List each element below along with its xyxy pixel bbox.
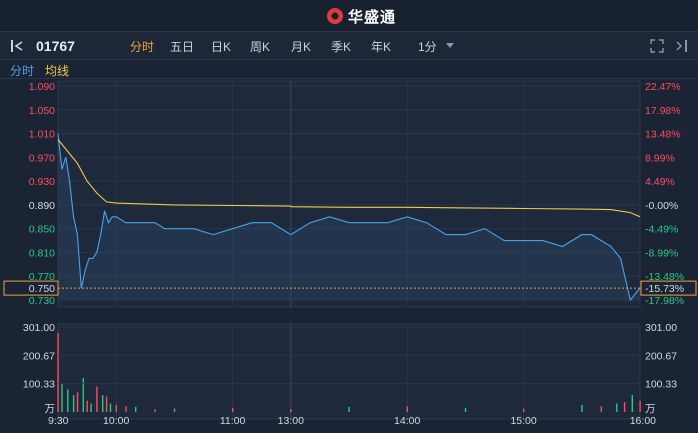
volume-bar	[125, 406, 127, 412]
percent-tick-label: -4.49%	[645, 224, 678, 236]
volume-bar	[581, 404, 583, 412]
collapse-sidebar-icon[interactable]	[10, 39, 26, 53]
tab-intraday[interactable]: 分时	[130, 40, 155, 54]
price-tick-label: 1.010	[29, 129, 55, 141]
time-axis-label: 10:00	[103, 415, 129, 427]
price-area	[58, 133, 640, 300]
price-tick-label: 1.090	[29, 81, 55, 93]
volume-bar	[57, 332, 59, 412]
volume-tick-label: 200.67	[23, 350, 55, 362]
price-tick-label: 0.750	[29, 283, 55, 295]
volume-bar	[639, 400, 641, 412]
legend-bar: 分时 均线	[0, 60, 698, 79]
stock-code: 01767	[36, 38, 75, 54]
volume-bar	[115, 404, 117, 412]
expand-icon[interactable]	[650, 39, 664, 53]
time-axis-label: 15:00	[510, 415, 536, 427]
percent-tick-label: -8.99%	[645, 247, 678, 259]
volume-bar	[96, 386, 98, 412]
volume-bar	[406, 406, 408, 412]
volume-tick-label: 301.00	[23, 322, 55, 334]
tab-monthly-k[interactable]: 月K	[291, 40, 312, 54]
collapse-panel-icon[interactable]	[674, 39, 688, 53]
time-axis-label: 13:00	[278, 415, 304, 427]
tab-minute-select[interactable]: 1分	[418, 40, 437, 54]
volume-tick-label-right: 万	[645, 403, 656, 415]
price-tick-label: 0.810	[29, 247, 55, 259]
brand-logo-icon	[327, 8, 343, 24]
volume-bar	[82, 378, 84, 412]
price-tick-label: 0.850	[29, 224, 55, 236]
volume-bar	[90, 403, 92, 412]
price-line	[57, 133, 641, 302]
time-axis-label: 16:00	[630, 415, 656, 427]
percent-tick-label: -13.48%	[645, 271, 684, 283]
time-axis-label: 11:00	[220, 415, 246, 427]
volume-bar	[631, 395, 633, 412]
percent-tick-label: -15.73%	[645, 283, 684, 295]
tab-quarterly-k[interactable]: 季K	[331, 40, 352, 54]
volume-bar	[173, 408, 176, 412]
volume-bar	[464, 407, 467, 412]
toolbar: 01767 分时 五日 日K 周K 月K 季K 年K 1分	[0, 32, 698, 60]
percent-tick-label: 13.48%	[645, 129, 681, 141]
percent-tick-label: -17.98%	[645, 295, 684, 307]
volume-bar	[76, 392, 79, 412]
time-axis-label: 14:00	[394, 415, 420, 427]
average-line	[57, 139, 641, 218]
volume-bar	[290, 409, 292, 412]
price-panel	[57, 80, 641, 308]
price-tick-label: 0.730	[29, 295, 55, 307]
volume-tick-label-right: 200.67	[645, 350, 677, 362]
volume-panel	[57, 323, 641, 420]
volume-bar	[154, 409, 156, 412]
volume-tick-label-right: 301.00	[645, 322, 677, 334]
current-pct-box	[640, 280, 697, 296]
volume-tick-label-right: 100.33	[645, 379, 677, 391]
tab-weekly-k[interactable]: 周K	[250, 40, 271, 54]
percent-tick-label: 8.99%	[645, 152, 675, 164]
percent-tick-label: 22.47%	[645, 81, 681, 93]
volume-bar	[105, 396, 108, 412]
volume-bar	[523, 408, 525, 412]
volume-bar	[67, 389, 69, 412]
volume-bar	[616, 403, 618, 412]
time-axis-label: 9:30	[48, 415, 69, 427]
price-tick-label: 0.770	[29, 271, 55, 283]
current-price-box	[3, 280, 59, 296]
price-tick-label: 0.930	[29, 176, 55, 188]
volume-tick-label: 万	[45, 403, 56, 415]
legend-intraday: 分时	[10, 64, 35, 78]
brand-name: 华盛通	[348, 8, 397, 26]
tab-daily-k[interactable]: 日K	[211, 40, 232, 54]
percent-tick-label: 17.98%	[645, 105, 681, 117]
top-bar: 华盛通	[0, 0, 698, 32]
volume-bar	[109, 403, 112, 412]
chevron-down-icon[interactable]	[446, 43, 454, 48]
volume-bar	[61, 383, 63, 412]
volume-bar	[135, 406, 137, 412]
tab-yearly-k[interactable]: 年K	[371, 40, 392, 54]
legend-average: 均线	[45, 64, 70, 78]
volume-bar	[72, 395, 75, 412]
volume-bar	[623, 402, 626, 412]
intraday-chart[interactable]: 1.090 22.47% 1.050 17.98% 1.010 13.48% 0.970 8.…	[0, 79, 698, 433]
brand: 华盛通	[326, 7, 397, 26]
percent-tick-label: -0.00%	[645, 200, 678, 212]
volume-bar	[86, 400, 88, 412]
volume-bar	[348, 406, 350, 412]
price-tick-label: 0.970	[29, 152, 55, 164]
volume-bar	[232, 407, 234, 412]
volume-tick-label: 100.33	[23, 379, 55, 391]
volume-bar	[600, 406, 602, 412]
volume-bar	[102, 395, 104, 412]
price-tick-label: 1.050	[29, 105, 55, 117]
percent-tick-label: 4.49%	[645, 176, 675, 188]
price-tick-label: 0.890	[29, 200, 55, 212]
tab-five-day[interactable]: 五日	[170, 40, 195, 54]
